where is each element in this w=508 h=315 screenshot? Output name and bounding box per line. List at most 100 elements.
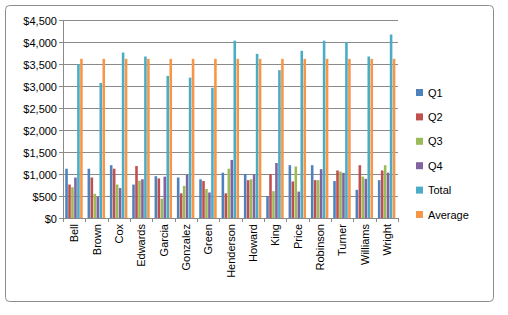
bar xyxy=(119,188,122,218)
bar xyxy=(97,197,100,218)
bar xyxy=(208,192,211,218)
category-tick xyxy=(197,218,198,222)
bar xyxy=(141,179,144,218)
legend-label: Average xyxy=(428,209,469,221)
bar xyxy=(147,59,150,218)
x-tick-label: Henderson xyxy=(225,224,237,278)
category-tick xyxy=(353,218,354,222)
bar xyxy=(102,59,105,218)
bar xyxy=(125,59,128,218)
bar xyxy=(314,180,317,218)
bars xyxy=(65,35,395,218)
bar xyxy=(88,169,91,218)
x-tick-label: Howard xyxy=(247,224,259,262)
bar xyxy=(367,57,370,218)
legend-swatch xyxy=(416,162,423,169)
category-tick xyxy=(242,218,243,222)
legend-label: Total xyxy=(428,184,451,196)
x-tick-label: Cox xyxy=(113,224,125,244)
bar xyxy=(323,41,326,218)
grid-line xyxy=(63,20,398,21)
bar xyxy=(281,59,284,218)
bar xyxy=(74,178,77,218)
x-tick-label: Brown xyxy=(91,224,103,255)
bar xyxy=(211,88,214,218)
bar xyxy=(116,185,119,218)
category-tick xyxy=(175,218,176,222)
x-axis xyxy=(63,218,398,219)
y-tick-label: $2,000 xyxy=(23,125,57,137)
tick-mark xyxy=(59,108,63,109)
bar xyxy=(387,173,390,218)
y-axis xyxy=(63,20,64,218)
bar xyxy=(384,165,387,218)
category-tick xyxy=(331,218,332,222)
x-tick-label: Williams xyxy=(359,224,371,265)
bar xyxy=(269,174,272,218)
legend-swatch xyxy=(416,187,423,194)
bar xyxy=(155,176,158,218)
grid-line xyxy=(63,108,398,109)
bar xyxy=(158,178,161,218)
bar xyxy=(342,173,345,218)
y-tick-label: $500 xyxy=(33,191,57,203)
bar xyxy=(259,59,262,218)
y-tick-label: $3,000 xyxy=(23,81,57,93)
bar xyxy=(256,54,259,218)
bar xyxy=(91,178,94,218)
bar xyxy=(138,181,141,218)
bar xyxy=(214,59,217,218)
bar xyxy=(311,165,314,218)
category-tick xyxy=(63,218,64,222)
bar xyxy=(253,174,256,218)
bar xyxy=(348,59,351,218)
legend-swatch xyxy=(416,211,423,218)
bar xyxy=(339,172,342,218)
bar xyxy=(122,53,125,218)
bar xyxy=(266,196,269,218)
bar xyxy=(180,193,183,218)
bar xyxy=(345,42,348,218)
bar xyxy=(393,59,396,218)
bar xyxy=(359,165,362,218)
bar xyxy=(303,59,306,218)
bar xyxy=(378,180,381,218)
category-tick xyxy=(286,218,287,222)
bar xyxy=(365,179,368,218)
category-tick xyxy=(152,218,153,222)
bar xyxy=(336,170,339,218)
tick-mark xyxy=(59,174,63,175)
grid-line xyxy=(63,130,398,131)
bar xyxy=(77,64,80,218)
bar xyxy=(228,169,231,218)
grid-line xyxy=(63,152,398,153)
bar xyxy=(356,190,359,218)
bar xyxy=(326,59,329,218)
x-tick-label: Turner xyxy=(336,224,348,256)
category-tick xyxy=(264,218,265,222)
grid-line xyxy=(63,64,398,65)
bar xyxy=(333,181,336,218)
bar xyxy=(186,175,189,218)
grid-line xyxy=(63,86,398,87)
bar xyxy=(65,169,68,218)
bar xyxy=(231,160,234,218)
bar xyxy=(381,170,384,218)
tick-mark xyxy=(59,218,63,219)
tick-mark xyxy=(59,64,63,65)
bar xyxy=(390,35,393,218)
bar xyxy=(320,169,323,218)
legend: Q1Q2Q3Q4TotalAverage xyxy=(416,87,469,221)
bar xyxy=(68,185,71,218)
bar xyxy=(199,179,202,218)
bar xyxy=(278,70,281,218)
tick-mark xyxy=(59,196,63,197)
x-tick-label: Wright xyxy=(381,224,393,256)
legend-swatch xyxy=(416,89,423,96)
tick-mark xyxy=(59,20,63,21)
y-tick-label: $2,500 xyxy=(23,103,57,115)
grid-line xyxy=(63,218,398,219)
x-tick-label: Edwards xyxy=(135,224,147,267)
x-tick-label: Robinson xyxy=(314,224,326,270)
bar xyxy=(80,59,83,218)
